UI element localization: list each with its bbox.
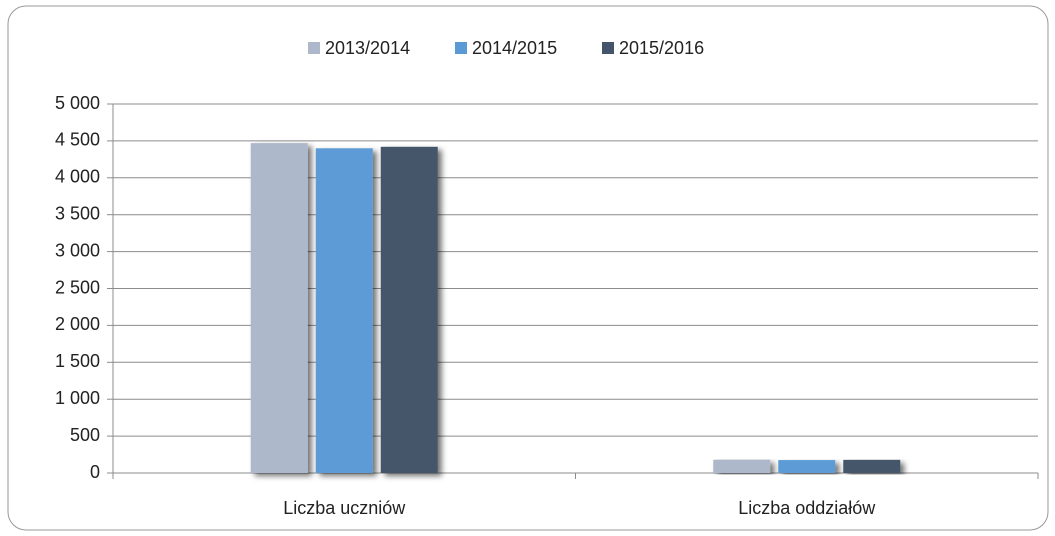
bar xyxy=(250,143,308,473)
bar xyxy=(778,460,836,473)
y-tick-label: 3 500 xyxy=(55,203,100,223)
y-tick-label: 500 xyxy=(70,425,100,445)
y-tick-label: 4 500 xyxy=(55,130,100,150)
x-tick-label: Liczba oddziałów xyxy=(738,498,876,518)
legend-label: 2015/2016 xyxy=(619,38,704,58)
legend-swatch xyxy=(308,42,320,54)
bar xyxy=(380,146,438,473)
legend-label: 2014/2015 xyxy=(472,38,557,58)
bar xyxy=(713,459,771,473)
y-tick-label: 4 000 xyxy=(55,167,100,187)
y-tick-label: 1 500 xyxy=(55,351,100,371)
bar xyxy=(315,148,373,473)
legend-swatch xyxy=(602,42,614,54)
y-tick-label: 2 500 xyxy=(55,277,100,297)
y-tick-label: 1 000 xyxy=(55,388,100,408)
bar xyxy=(843,459,901,473)
y-tick-label: 5 000 xyxy=(55,93,100,113)
x-tick-label: Liczba uczniów xyxy=(283,498,406,518)
legend-label: 2013/2014 xyxy=(325,38,410,58)
y-tick-label: 0 xyxy=(90,462,100,482)
chart-frame xyxy=(7,5,1049,531)
y-tick-label: 3 000 xyxy=(55,240,100,260)
y-tick-label: 2 000 xyxy=(55,314,100,334)
legend-swatch xyxy=(455,42,467,54)
